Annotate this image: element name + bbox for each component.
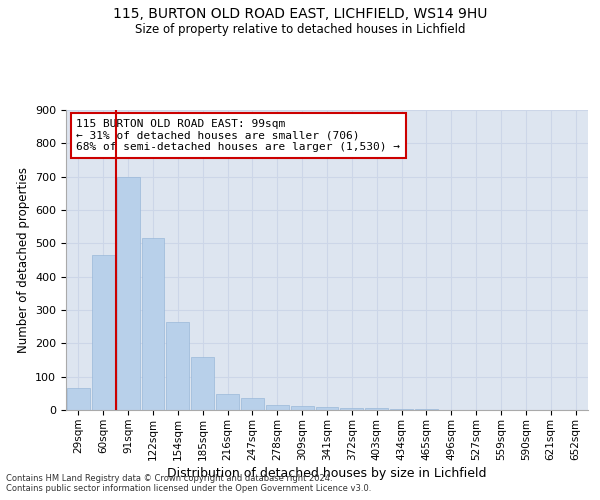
- Bar: [142, 238, 164, 410]
- Y-axis label: Number of detached properties: Number of detached properties: [17, 167, 29, 353]
- Bar: [216, 394, 239, 410]
- Bar: [241, 398, 264, 410]
- Bar: [191, 356, 214, 410]
- Bar: [291, 406, 314, 410]
- Bar: [67, 388, 90, 410]
- Bar: [340, 408, 363, 410]
- Bar: [316, 406, 338, 410]
- Bar: [166, 322, 189, 410]
- Text: 115 BURTON OLD ROAD EAST: 99sqm
← 31% of detached houses are smaller (706)
68% o: 115 BURTON OLD ROAD EAST: 99sqm ← 31% of…: [76, 119, 400, 152]
- Bar: [390, 408, 413, 410]
- Bar: [365, 408, 388, 410]
- Bar: [266, 404, 289, 410]
- Bar: [117, 176, 140, 410]
- Text: Contains public sector information licensed under the Open Government Licence v3: Contains public sector information licen…: [6, 484, 371, 493]
- Text: Size of property relative to detached houses in Lichfield: Size of property relative to detached ho…: [135, 22, 465, 36]
- Text: Contains HM Land Registry data © Crown copyright and database right 2024.: Contains HM Land Registry data © Crown c…: [6, 474, 332, 483]
- Bar: [92, 255, 115, 410]
- Text: 115, BURTON OLD ROAD EAST, LICHFIELD, WS14 9HU: 115, BURTON OLD ROAD EAST, LICHFIELD, WS…: [113, 8, 487, 22]
- Text: Distribution of detached houses by size in Lichfield: Distribution of detached houses by size …: [167, 468, 487, 480]
